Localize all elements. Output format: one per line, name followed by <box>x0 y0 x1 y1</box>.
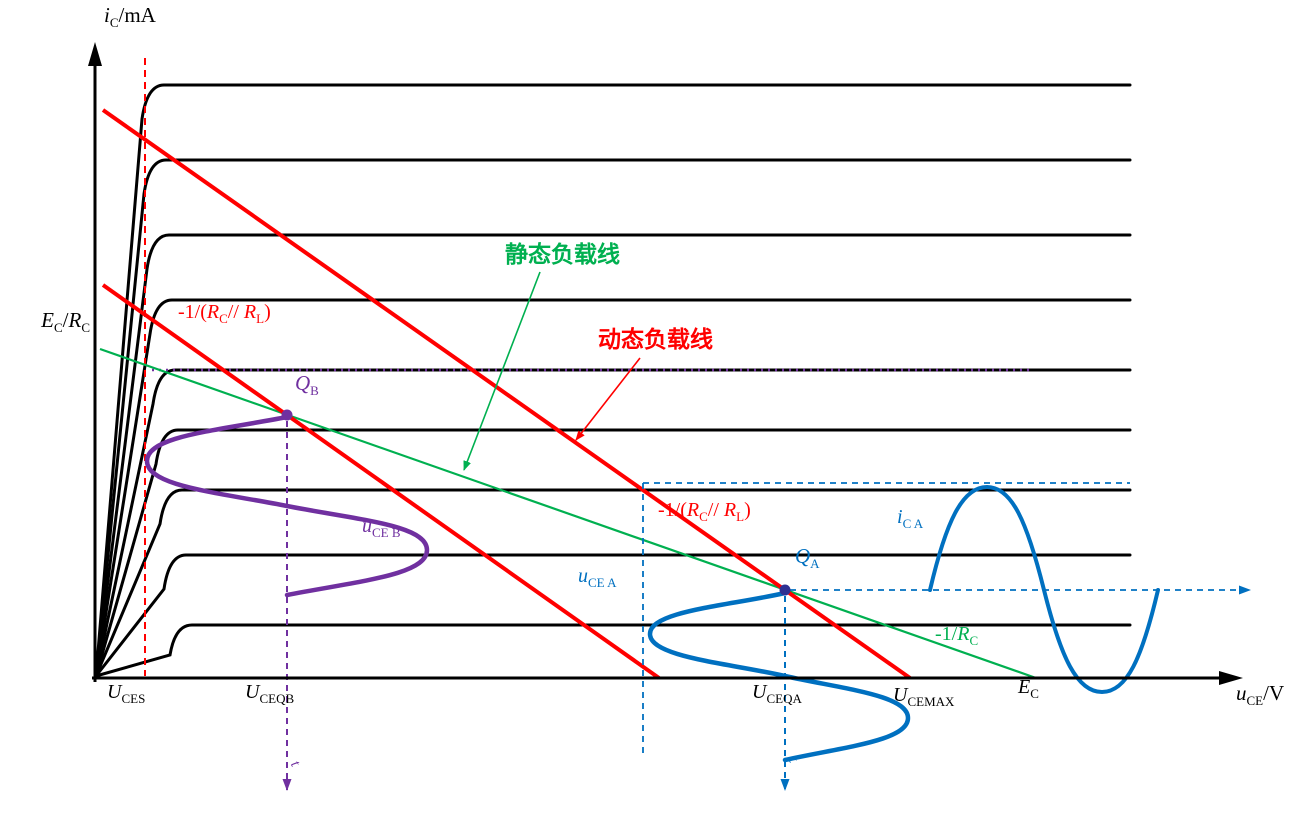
ic-a-waveform-label: iC A <box>897 506 924 531</box>
uce-a-waveform <box>647 590 911 763</box>
time-axis-label-a: t <box>785 754 801 766</box>
axes <box>88 42 1243 685</box>
load-lines <box>99 108 1037 680</box>
qa-point <box>779 584 791 596</box>
ec-rc-mark: EC/RC <box>40 308 90 335</box>
dynamic-load-line-qb <box>101 283 661 680</box>
characteristic-curve <box>94 623 1132 678</box>
uce-b-waveform-label: uCE B <box>362 515 401 540</box>
tick-ucemax: UCEMAX <box>893 684 955 709</box>
ic-a-waveform <box>928 485 1160 694</box>
dynamic-load-line-label: 动态负载线 <box>598 326 713 352</box>
dynamic-load-line-qa <box>101 108 912 680</box>
dynamic-load-line-arrow <box>575 357 641 441</box>
y-axis-label: iC/mA <box>104 3 157 30</box>
qa-label: QA <box>795 544 820 571</box>
static-load-line <box>99 347 1037 680</box>
characteristic-curve <box>94 488 1132 678</box>
uce-b-waveform <box>144 414 430 598</box>
characteristic-curve <box>94 233 1132 678</box>
dynamic-slope-label-qa: -1/(RC// RL) <box>658 499 751 524</box>
characteristic-curve <box>94 158 1132 678</box>
x-axis-arrow-icon <box>1219 671 1243 685</box>
time-axis-label-b: t <box>287 758 303 770</box>
qb-point <box>281 409 293 421</box>
characteristic-curve <box>94 83 1132 678</box>
tick-uceqa: UCEQA <box>752 681 802 706</box>
tick-ec: EC <box>1017 676 1039 701</box>
uce-a-waveform-label: uCE A <box>578 565 617 590</box>
characteristic-curve <box>94 368 1132 678</box>
tick-uces: UCES <box>107 681 145 706</box>
qa-guide-lines <box>642 482 1251 791</box>
static-load-line-arrow <box>463 271 541 471</box>
qb-label: QB <box>295 371 319 398</box>
static-slope-label: -1/RC <box>935 623 978 648</box>
y-axis-arrow-icon <box>88 42 102 66</box>
characteristic-curve <box>94 428 1132 678</box>
characteristic-curve <box>94 298 1132 678</box>
x-axis-label: uCE/V <box>1236 681 1284 708</box>
characteristic-curve <box>94 553 1132 678</box>
dynamic-slope-label-qb: -1/(RC// RL) <box>178 301 271 326</box>
static-load-line-label: 静态负载线 <box>505 241 620 267</box>
tick-uceqb: UCEQB <box>245 681 294 706</box>
